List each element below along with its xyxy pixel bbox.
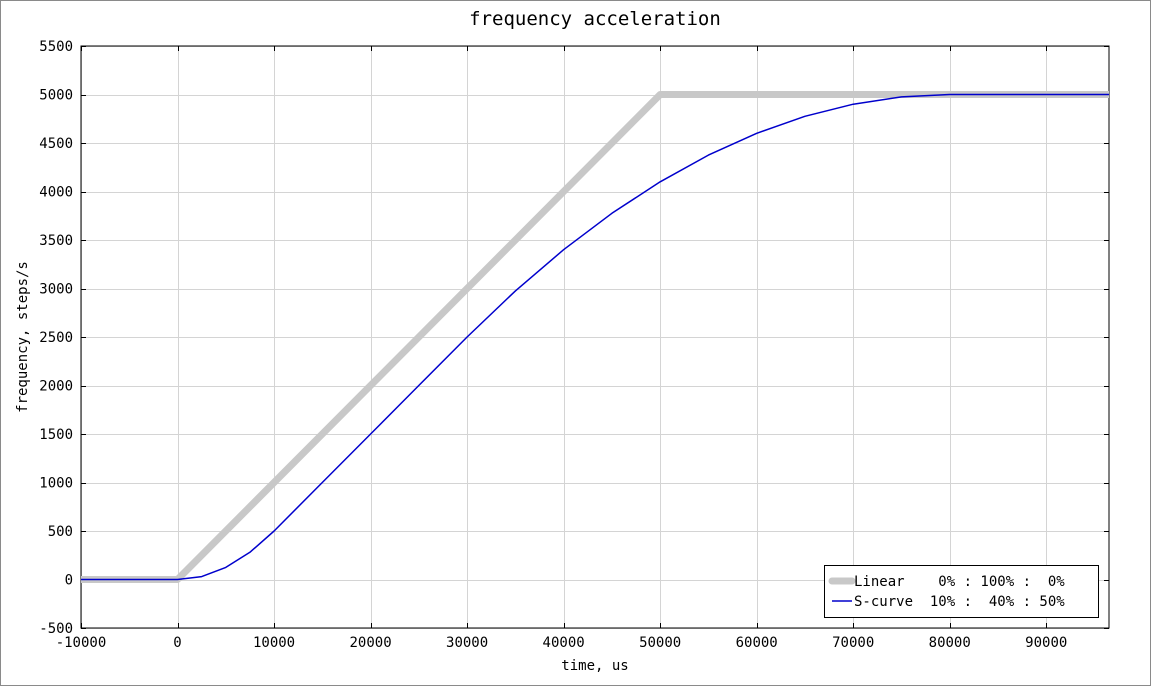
x-tick-label: 50000 [639,635,681,651]
series-line-s-curve [81,93,1109,581]
x-tick-label: 70000 [832,635,874,651]
y-tick-label: 2500 [39,330,73,346]
chart-title: frequency acceleration [469,8,721,30]
y-tick-label: 2000 [39,379,73,395]
y-axis-ticks: -500 0 500 1000 1500 2000 2500 3000 3500 4000 4500… [39,39,1109,637]
y-tick-label: 500 [48,524,73,540]
y-tick-label: 5500 [39,39,73,55]
x-tick-label: 10000 [253,635,295,651]
legend: Linear 0% : 100% : 0% S-curve 10% : 40% … [824,565,1099,618]
y-tick-label: 3500 [39,233,73,249]
data-series [81,91,1109,583]
y-tick-label: 3000 [39,282,73,298]
x-tick-label: 40000 [543,635,585,651]
x-tick-label: 90000 [1025,635,1067,651]
legend-label-linear: Linear 0% : 100% : 0% [854,574,1065,590]
y-tick-label: 4000 [39,185,73,201]
x-tick-label: 0 [173,635,181,651]
x-tick-label: 20000 [349,635,391,651]
x-tick-label: -10000 [56,635,107,651]
y-tick-label: -500 [39,621,73,637]
x-axis-ticks: -10000 0 10000 20000 30000 40000 50000 60000 700… [56,46,1067,651]
x-tick-label: 30000 [446,635,488,651]
y-tick-label: 5000 [39,88,73,104]
legend-box [824,565,1099,618]
y-tick-label: 1500 [39,427,73,443]
x-tick-label: 60000 [736,635,778,651]
x-tick-label: 80000 [929,635,971,651]
y-tick-label: 1000 [39,476,73,492]
y-axis-label: frequency, steps/s [15,261,31,413]
y-tick-label: 4500 [39,136,73,152]
y-tick-label: 0 [65,573,73,589]
legend-label-s-curve: S-curve 10% : 40% : 50% [854,594,1065,610]
grid-lines [81,46,1109,629]
x-axis-label: time, us [561,658,628,674]
